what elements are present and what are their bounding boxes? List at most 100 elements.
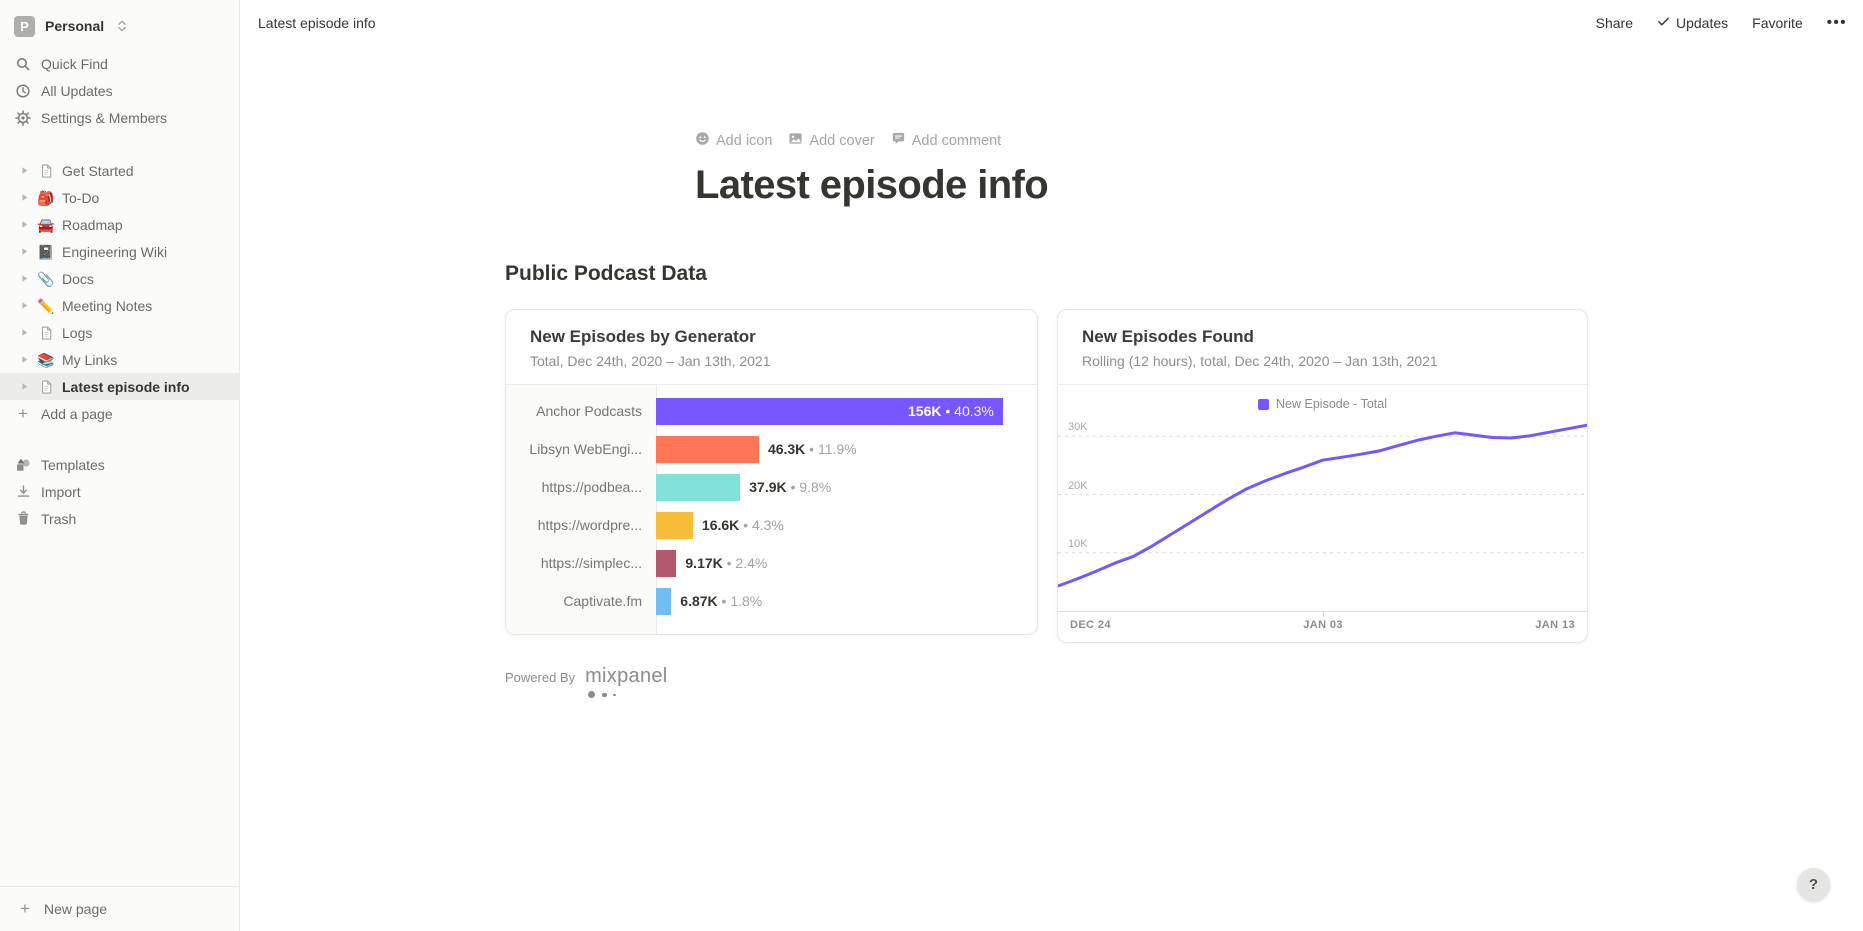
bar-value-label: 6.87K • 1.8% <box>680 593 763 609</box>
x-axis-tick <box>1322 612 1324 617</box>
bar-row: Anchor Podcasts 156K • 40.3% <box>506 392 1037 430</box>
page-icon <box>37 163 55 179</box>
add-comment-button[interactable]: Add comment <box>891 131 1001 150</box>
bar-chart-body: Anchor Podcasts 156K • 40.3% Libsyn WebEng… <box>506 385 1037 634</box>
new-page-button[interactable]: + New page <box>0 886 239 931</box>
legend-swatch <box>1258 398 1270 410</box>
sidebar-page-meeting-notes[interactable]: ✏️ Meeting Notes <box>0 292 239 319</box>
breadcrumb[interactable]: Latest episode info <box>258 14 376 31</box>
emoji-icon: ✏️ <box>37 297 55 314</box>
section-heading[interactable]: Public Podcast Data <box>505 262 707 285</box>
sidebar-item-import[interactable]: Import <box>0 478 239 505</box>
mixpanel-logo[interactable]: mixpanel <box>585 665 667 698</box>
check-icon <box>1657 15 1670 31</box>
sidebar-page-label: Get Started <box>62 162 134 179</box>
bar-chart-card: New Episodes by Generator Total, Dec 24t… <box>505 309 1038 635</box>
bar-value-label: 16.6K • 4.3% <box>701 517 784 533</box>
topbar-actions: Share Updates Favorite ••• <box>1596 14 1847 31</box>
add-cover-button[interactable]: Add cover <box>788 131 875 150</box>
bar-category-label: https://simplec... <box>540 555 642 571</box>
sidebar-page-engineering-wiki[interactable]: 📓 Engineering Wiki <box>0 238 239 265</box>
sidebar-page-to-do[interactable]: 🎒 To-Do <box>0 184 239 211</box>
help-button[interactable]: ? <box>1797 868 1830 901</box>
smiley-icon <box>695 131 710 150</box>
bar-category-label: https://wordpre... <box>537 517 642 533</box>
bar-track: 37.9K • 9.8% <box>656 468 1037 506</box>
x-tick-label: JAN 13 <box>1535 619 1575 631</box>
add-comment-label: Add comment <box>911 132 1002 149</box>
more-options-button[interactable]: ••• <box>1826 14 1847 31</box>
sidebar-item-settings-members[interactable]: Settings & Members <box>0 104 239 131</box>
bar-category-label: Captivate.fm <box>563 593 642 609</box>
bar-segment[interactable]: 156K • 40.3% <box>656 397 1003 425</box>
bar-value-label: 46.3K • 11.9% <box>767 441 857 457</box>
line-chart-plot[interactable]: 10K 20K 30K <box>1058 413 1587 611</box>
new-page-label: New page <box>44 901 108 917</box>
page-icon <box>37 325 55 341</box>
powered-by: Powered By mixpanel <box>505 665 1588 698</box>
sidebar-item-templates[interactable]: Templates <box>0 451 239 478</box>
sidebar-page-logs[interactable]: Logs <box>0 319 239 346</box>
x-tick-label: DEC 24 <box>1070 619 1111 631</box>
sidebar-page-roadmap[interactable]: 🚘 Roadmap <box>0 211 239 238</box>
toggle-icon[interactable] <box>18 301 30 310</box>
bar-row: https://simplec... 9.17K • 2.4% <box>506 544 1037 582</box>
page-controls: Add icon Add cover Add comment <box>695 131 1475 150</box>
bar-segment[interactable] <box>656 549 677 577</box>
add-icon-button[interactable]: Add icon <box>695 131 772 150</box>
bar-value-label: 37.9K • 9.8% <box>749 479 832 495</box>
sidebar-item-trash[interactable]: Trash <box>0 505 239 532</box>
sidebar-page-docs[interactable]: 📎 Docs <box>0 265 239 292</box>
bar-segment[interactable] <box>656 587 672 615</box>
trash-icon <box>14 511 32 526</box>
bar-row: Captivate.fm 6.87K • 1.8% <box>506 582 1037 620</box>
toggle-icon[interactable] <box>18 274 30 283</box>
line-chart-svg <box>1058 423 1587 588</box>
toggle-icon[interactable] <box>18 247 30 256</box>
sidebar-item-label: Settings & Members <box>41 109 168 126</box>
toggle-icon[interactable] <box>18 193 30 202</box>
bar-segment[interactable] <box>656 473 741 501</box>
mixpanel-wordmark: mixpanel <box>585 665 668 687</box>
sidebar-page-label: Latest episode info <box>62 378 190 395</box>
sidebar-item-all-updates[interactable]: All Updates <box>0 77 239 104</box>
sidebar-item-quick-find[interactable]: Quick Find <box>0 50 239 77</box>
favorite-button[interactable]: Favorite <box>1752 14 1803 31</box>
toggle-icon[interactable] <box>18 220 30 229</box>
page-content: Public Podcast Data New Episodes by Gene… <box>505 262 1588 698</box>
updates-label: Updates <box>1676 14 1729 31</box>
bar-value-label: 156K • 40.3% <box>908 403 994 419</box>
topbar: Latest episode info Share Updates Favori… <box>240 0 1863 45</box>
x-tick-label: JAN 03 <box>1303 619 1343 631</box>
add-page-button[interactable]: + Add a page <box>0 400 239 427</box>
sidebar-page-latest-episode-info[interactable]: Latest episode info <box>0 373 239 400</box>
bar-segment[interactable] <box>656 511 693 539</box>
sidebar-page-my-links[interactable]: 📚 My Links <box>0 346 239 373</box>
x-axis: DEC 24 JAN 03 JAN 13 <box>1058 611 1587 642</box>
workspace-avatar: P <box>14 15 35 37</box>
sidebar: P Personal Quick Find All Updates Settings… <box>0 0 240 931</box>
emoji-icon: 📓 <box>37 243 55 260</box>
bar-segment[interactable] <box>656 435 759 463</box>
line-chart-card: New Episodes Found Rolling (12 hours), t… <box>1057 309 1588 643</box>
updates-button[interactable]: Updates <box>1657 15 1728 31</box>
toggle-icon[interactable] <box>18 382 30 391</box>
toggle-icon[interactable] <box>18 166 30 175</box>
bar-track: 46.3K • 11.9% <box>656 430 1037 468</box>
bar-chart-title: New Episodes by Generator <box>530 327 756 346</box>
toggle-icon[interactable] <box>18 355 30 364</box>
page-icon <box>37 379 55 395</box>
sidebar-page-get-started[interactable]: Get Started <box>0 157 239 184</box>
sidebar-page-label: Roadmap <box>62 216 123 233</box>
bar-track: 156K • 40.3% <box>656 392 1037 430</box>
workspace-switcher[interactable]: P Personal <box>0 6 239 46</box>
y-tick-label: 20K <box>1068 479 1088 492</box>
page-title[interactable]: Latest episode info <box>695 163 1049 207</box>
templates-icon <box>14 457 32 473</box>
share-button[interactable]: Share <box>1595 14 1633 31</box>
clock-icon <box>14 83 32 99</box>
bar-value-label: 9.17K • 2.4% <box>685 555 768 571</box>
emoji-icon: 🎒 <box>37 189 55 206</box>
toggle-icon[interactable] <box>18 328 30 337</box>
search-icon <box>14 56 32 72</box>
